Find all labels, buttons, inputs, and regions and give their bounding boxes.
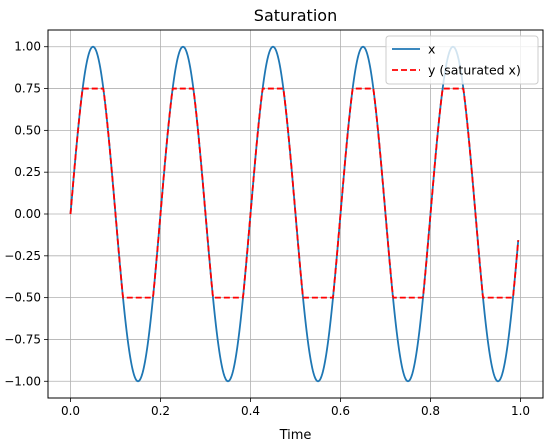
legend: x y (saturated x) xyxy=(385,35,539,85)
legend-label-y-saturated: y (saturated x) xyxy=(428,63,521,78)
legend-box xyxy=(385,35,539,85)
y-tick-label: −0.50 xyxy=(4,291,41,305)
y-tick-label: −0.75 xyxy=(4,332,41,346)
y-tick-label: 0.75 xyxy=(14,82,41,96)
x-tick-label: 0.8 xyxy=(421,404,440,418)
legend-label-x: x xyxy=(428,42,435,57)
series-line-y-saturated xyxy=(69,87,520,299)
x-tick-label: 0.0 xyxy=(61,404,80,418)
x-tick-label: 0.4 xyxy=(241,404,260,418)
y-tick-label: −1.00 xyxy=(4,374,41,388)
y-tick-label: 1.00 xyxy=(14,40,41,54)
x-axis-label: Time xyxy=(279,428,312,443)
y-tick-label: 0.00 xyxy=(14,207,41,221)
x-tick-label: 0.2 xyxy=(151,404,170,418)
y-tick-label: 0.25 xyxy=(14,165,41,179)
chart-title: Saturation xyxy=(254,6,337,25)
y-tick-label: 0.50 xyxy=(14,123,41,137)
x-tick-label: 0.6 xyxy=(331,404,350,418)
ticks-layer: 0.0 0.2 0.4 0.6 0.8 1.0 1.00 0.75 0.50 0.25 0.00 −0… xyxy=(4,40,530,418)
y-tick-label: −0.25 xyxy=(4,249,41,263)
x-tick-label: 1.0 xyxy=(511,404,530,418)
